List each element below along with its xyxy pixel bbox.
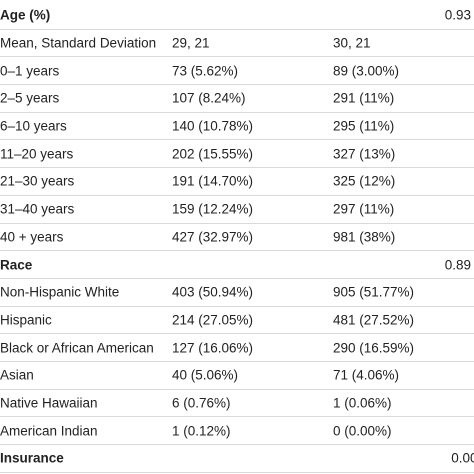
section-header-insurance: Insurance 0.002 (0, 445, 474, 473)
section-header-race: Race 0.89 (0, 251, 474, 279)
table-row: 21–30 years 191 (14.70%) 325 (12%) (0, 168, 474, 196)
group1-value: 403 (50.94%) (172, 284, 254, 300)
group2-value: 290 (16.59%) (333, 340, 415, 356)
p-value: 0.002 (451, 450, 474, 466)
group2-value: 325 (12%) (333, 173, 396, 189)
group2-value: 295 (11%) (333, 118, 395, 134)
group1-value: 214 (27.05%) (172, 312, 254, 328)
group2-value: 0 (0.00%) (333, 423, 392, 439)
row-label: 21–30 years (0, 173, 75, 189)
row-label: Non-Hispanic White (0, 284, 120, 300)
table-row: 2–5 years 107 (8.24%) 291 (11%) (0, 85, 474, 113)
row-label: 11–20 years (0, 146, 74, 162)
p-value: 0.89 (444, 257, 471, 273)
row-label: Hispanic (0, 312, 52, 328)
group2-value: 297 (11%) (333, 201, 395, 217)
group1-value: 6 (0.76%) (172, 395, 231, 411)
group2-value: 71 (4.06%) (333, 367, 400, 383)
group2-value: 30, 21 (333, 35, 371, 51)
section-label: Insurance (0, 450, 64, 466)
row-label: 0–1 years (0, 63, 60, 79)
group1-value: 140 (10.78%) (172, 118, 254, 134)
table-row: 40 + years 427 (32.97%) 981 (38%) (0, 224, 474, 252)
row-label: 6–10 years (0, 118, 67, 134)
row-label: American Indian (0, 423, 98, 439)
table-row: 11–20 years 202 (15.55%) 327 (13%) (0, 140, 474, 169)
group1-value: 427 (32.97%) (172, 229, 254, 245)
group2-value: 291 (11%) (333, 90, 395, 106)
row-label: Native Hawaiian (0, 395, 98, 411)
group2-value: 327 (13%) (333, 146, 396, 162)
table-row: Asian 40 (5.06%) 71 (4.06%) (0, 362, 474, 390)
group1-value: 202 (15.55%) (172, 146, 254, 162)
row-label: 40 + years (0, 229, 64, 245)
group1-value: 29, 21 (172, 35, 210, 51)
group2-value: 1 (0.06%) (333, 395, 392, 411)
table-row: Mean, Standard Deviation 29, 21 30, 21 (0, 30, 474, 58)
group2-value: 481 (27.52%) (333, 312, 415, 328)
p-value: 0.93 (444, 7, 471, 23)
group2-value: 89 (3.00%) (333, 63, 400, 79)
group1-value: 1 (0.12%) (172, 423, 231, 439)
row-label: 2–5 years (0, 90, 60, 106)
table-row: Hispanic 214 (27.05%) 481 (27.52%) (0, 307, 474, 335)
table-row: 6–10 years 140 (10.78%) 295 (11%) (0, 113, 474, 141)
row-label: Black or African American (0, 340, 154, 356)
group1-value: 159 (12.24%) (172, 201, 254, 217)
row-label: 31–40 years (0, 201, 75, 217)
row-label: Mean, Standard Deviation (0, 35, 157, 51)
section-header-age: Age (%) 0.93 (0, 2, 474, 30)
group1-value: 107 (8.24%) (172, 90, 246, 106)
group1-value: 191 (14.70%) (172, 173, 254, 189)
table-row: 31–40 years 159 (12.24%) 297 (11%) (0, 196, 474, 224)
group1-value: 73 (5.62%) (172, 63, 239, 79)
group1-value: 127 (16.06%) (172, 340, 254, 356)
table-row: Non-Hispanic White 403 (50.94%) 905 (51.… (0, 279, 474, 307)
group1-value: 40 (5.06%) (172, 367, 239, 383)
table-row: 0–1 years 73 (5.62%) 89 (3.00%) (0, 57, 474, 86)
section-label: Age (%) (0, 7, 51, 23)
table-row: Black or African American 127 (16.06%) 2… (0, 334, 474, 362)
group2-value: 981 (38%) (333, 229, 396, 245)
table-row: Native Hawaiian 6 (0.76%) 1 (0.06%) (0, 390, 474, 418)
table-row: American Indian 1 (0.12%) 0 (0.00%) (0, 417, 474, 445)
section-label: Race (0, 257, 33, 273)
group2-value: 905 (51.77%) (333, 284, 415, 300)
row-label: Asian (0, 367, 34, 383)
